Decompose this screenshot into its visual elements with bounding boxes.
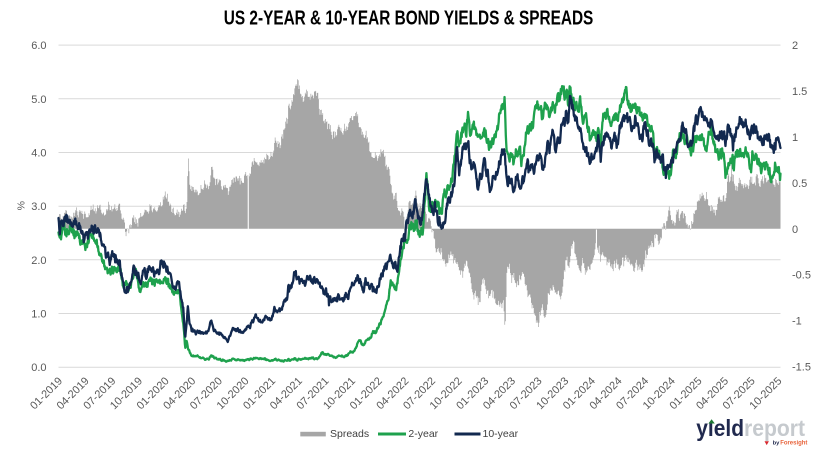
svg-text:6.0: 6.0	[31, 40, 46, 52]
svg-text:1.0: 1.0	[31, 309, 46, 321]
svg-text:4.0: 4.0	[31, 148, 46, 160]
svg-text:1: 1	[792, 132, 798, 144]
svg-text:yıeld: yıeld	[696, 415, 744, 441]
svg-text:0.5: 0.5	[792, 178, 807, 190]
svg-text:5.0: 5.0	[31, 94, 46, 106]
svg-text:report: report	[744, 415, 805, 441]
svg-text:-1: -1	[792, 316, 802, 328]
svg-text:10-year: 10-year	[483, 428, 519, 440]
svg-text:by: by	[773, 441, 781, 447]
svg-text:US 2-YEAR & 10-YEAR BOND YIELD: US 2-YEAR & 10-YEAR BOND YIELDS & SPREAD…	[224, 8, 594, 30]
svg-text:Foresight: Foresight	[780, 440, 808, 447]
svg-text:-1.5: -1.5	[792, 362, 811, 374]
svg-text:2.0: 2.0	[31, 255, 46, 267]
svg-text:-0.5: -0.5	[792, 270, 811, 282]
svg-text:0.0: 0.0	[31, 362, 46, 374]
svg-text:1.5: 1.5	[792, 86, 807, 98]
svg-text:%: %	[16, 201, 28, 210]
svg-text:2: 2	[792, 40, 798, 52]
svg-text:Spreads: Spreads	[330, 428, 369, 440]
svg-text:2-year: 2-year	[408, 428, 438, 440]
svg-text:0: 0	[792, 224, 798, 236]
svg-text:3.0: 3.0	[31, 201, 46, 213]
